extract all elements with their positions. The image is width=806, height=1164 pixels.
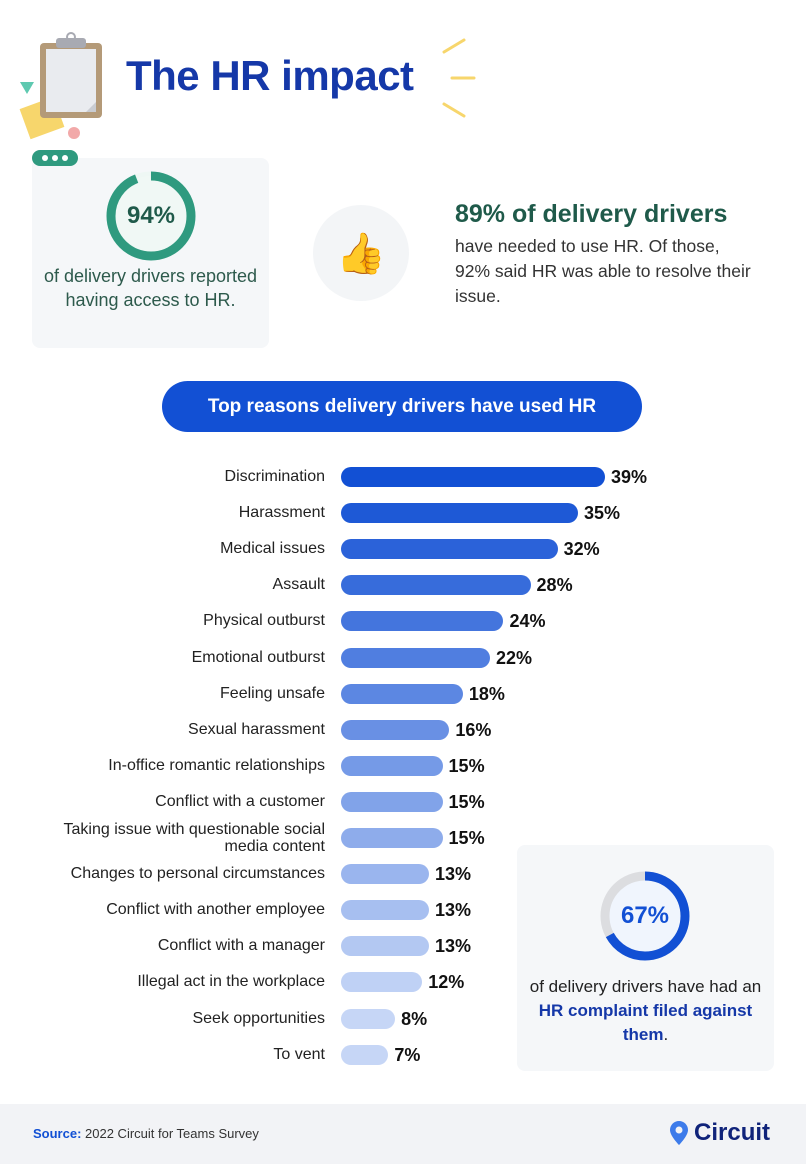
category-label: In-office romantic relationships: [108, 756, 325, 774]
access-percent: 94%: [126, 202, 176, 229]
category-label: Medical issues: [220, 540, 325, 558]
category-label: Assault: [272, 576, 325, 594]
source-label: Source:: [33, 1126, 82, 1141]
value-label: 22%: [495, 647, 532, 668]
bar: [341, 539, 558, 560]
category-label: To vent: [273, 1045, 325, 1063]
chart-title: Top reasons delivery drivers have used H…: [162, 381, 642, 432]
category-label: Illegal act in the workplace: [137, 973, 325, 991]
value-label: 8%: [401, 1008, 428, 1029]
complaint-text: of delivery drivers have had an: [529, 977, 762, 996]
value-label: 15%: [448, 828, 485, 848]
category-label: Harassment: [238, 504, 325, 522]
value-label: 7%: [394, 1044, 421, 1065]
access-ring: [106, 171, 196, 261]
category-label: Physical outburst: [203, 612, 325, 630]
bar: [341, 1008, 396, 1029]
bar: [341, 683, 463, 704]
sparkle-lines-icon: [442, 38, 476, 118]
value-label: 35%: [583, 503, 620, 524]
category-label: Conflict with a customer: [155, 792, 325, 810]
complaint-description: of delivery drivers have had an HR compl…: [517, 975, 774, 1047]
bar: [341, 936, 429, 957]
category-label: Feeling unsafe: [220, 684, 325, 702]
category-label: Sexual harassment: [188, 720, 325, 738]
category-label: Conflict with a manager: [157, 937, 325, 955]
bar: [341, 972, 423, 993]
used-hr-description: have needed to use HR. Of those, 92% sai…: [455, 236, 751, 306]
value-label: 28%: [536, 575, 573, 596]
value-label: 32%: [563, 539, 600, 560]
page-title: The HR impact: [126, 52, 414, 99]
value-label: 15%: [448, 791, 485, 812]
category-label: Conflict with another employee: [106, 901, 325, 919]
clipboard-icon: [19, 32, 102, 140]
category-label: Changes to personal circumstances: [70, 865, 325, 883]
bar: [341, 719, 450, 740]
value-label: 13%: [435, 900, 472, 921]
value-label: 12%: [428, 972, 465, 993]
complaint-text-end: .: [663, 1025, 669, 1044]
bar: [341, 467, 606, 487]
bar: [341, 755, 443, 776]
complaint-percent: 67%: [620, 902, 670, 929]
category-label: Discrimination: [224, 468, 325, 485]
location-pin-icon: [670, 1121, 688, 1145]
category-label: Emotional outburst: [191, 648, 325, 666]
bar: [341, 1044, 389, 1065]
source-text: 2022 Circuit for Teams Survey: [81, 1126, 259, 1141]
complaint-ring: [600, 871, 690, 961]
value-label: 18%: [468, 683, 505, 704]
bar: [341, 647, 490, 668]
value-label: 13%: [435, 864, 472, 885]
logo-text: Circuit: [694, 1119, 771, 1146]
more-dots-icon: [32, 150, 78, 166]
category-label: Seek opportunities: [192, 1009, 325, 1027]
complaint-ring-arc: [600, 871, 690, 961]
bar: [341, 828, 443, 848]
value-label: 24%: [509, 611, 546, 632]
bar: [341, 900, 429, 921]
complaint-highlight: HR complaint filed against them: [538, 1001, 753, 1044]
bar: [341, 864, 429, 885]
source-note: Source: 2022 Circuit for Teams Survey: [33, 1126, 259, 1141]
bar: [341, 791, 443, 812]
value-label: 16%: [455, 719, 492, 740]
value-label: 39%: [611, 467, 648, 487]
access-description: of delivery drivers reported having acce…: [43, 266, 258, 310]
bar: [341, 503, 578, 524]
bar: [341, 575, 531, 596]
used-hr-headline: 89% of delivery drivers: [455, 200, 728, 228]
access-ring-arc: [106, 171, 196, 261]
value-label: 15%: [448, 755, 485, 776]
value-label: 13%: [435, 936, 472, 957]
circuit-logo[interactable]: Circuit: [670, 1119, 770, 1147]
category-label: Taking issue with questionable social me…: [63, 821, 325, 855]
thumbs-up-icon: 👍: [313, 205, 409, 301]
bar: [341, 611, 504, 632]
